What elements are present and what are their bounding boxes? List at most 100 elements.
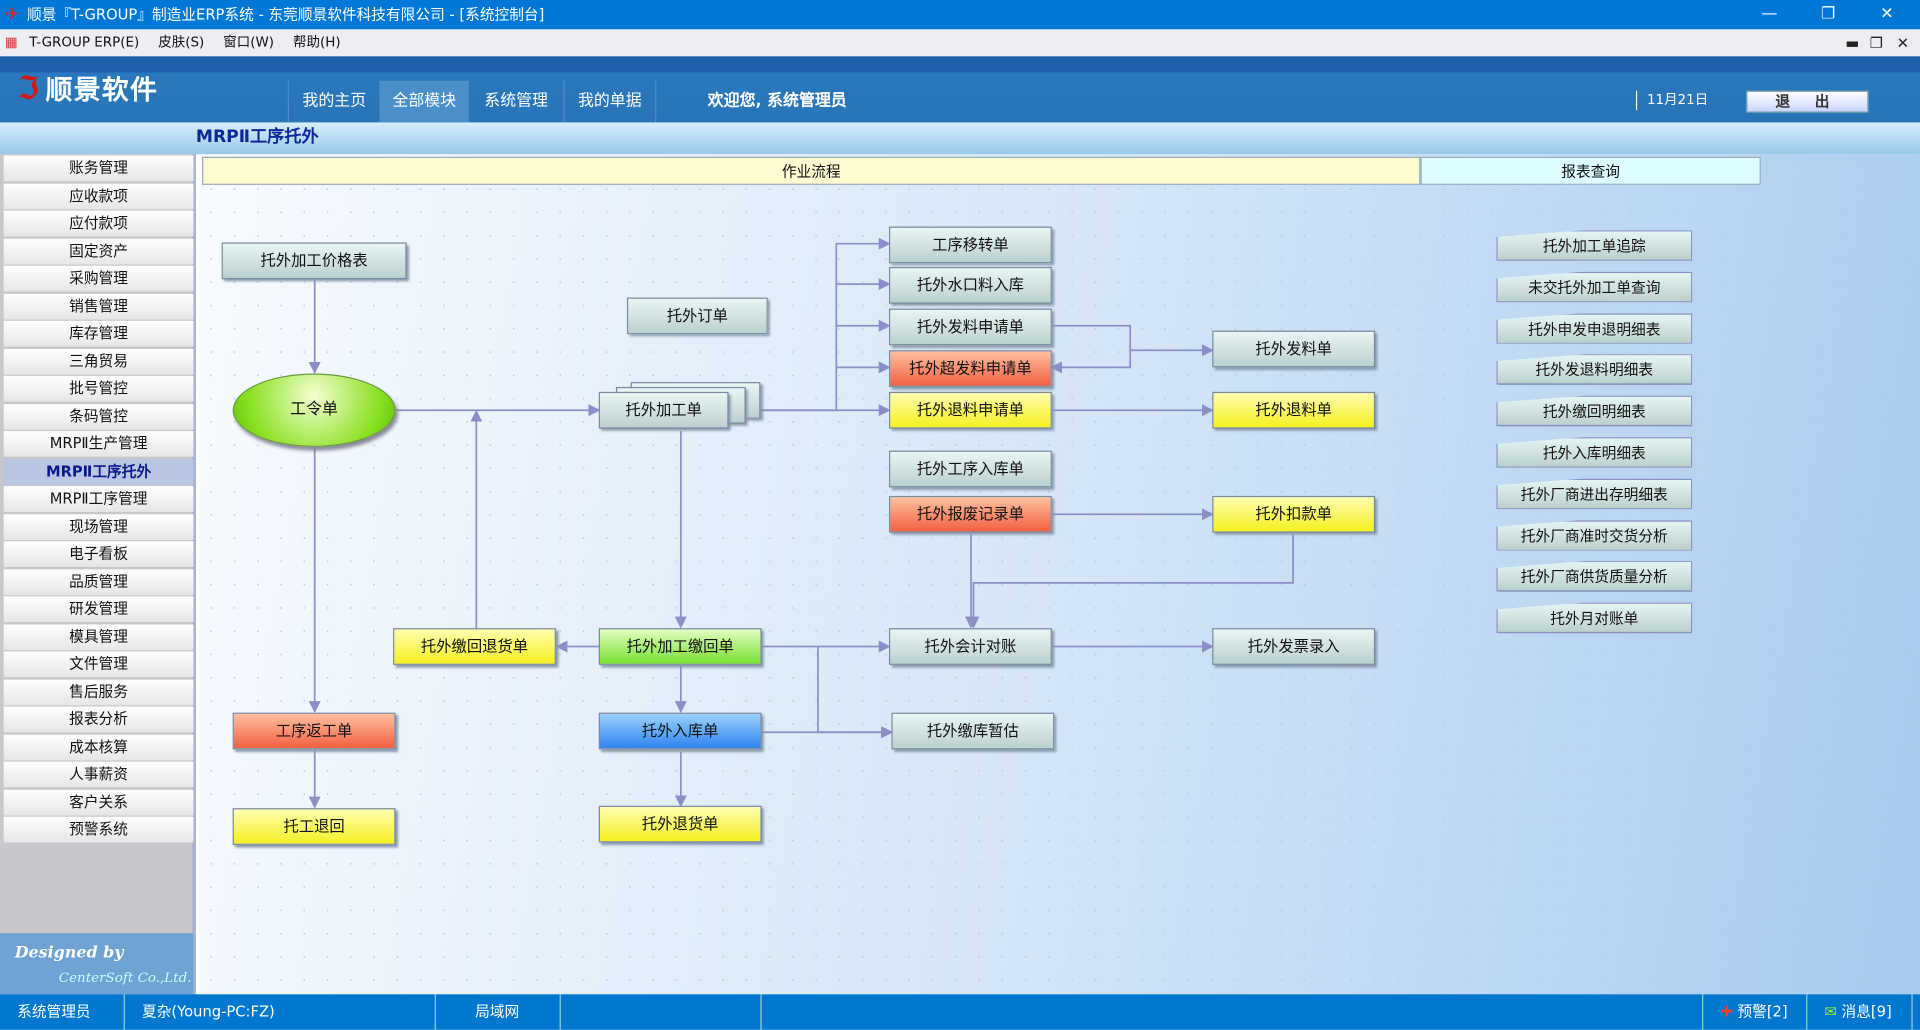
- mdi-restore-icon[interactable]: ❐: [1869, 34, 1883, 52]
- minimize-button[interactable]: —: [1761, 4, 1778, 24]
- sidebar-item[interactable]: 账务管理: [3, 155, 194, 182]
- app-logo-icon: ✈: [4, 4, 20, 25]
- node-back-return[interactable]: 托外缴回退货单: [393, 628, 556, 665]
- node-over-req[interactable]: 托外超发料申请单: [888, 350, 1052, 387]
- messages-button[interactable]: ✉ 消息[9]: [1807, 994, 1913, 1030]
- node-estimate[interactable]: 托外缴库暂估: [891, 712, 1055, 750]
- sidebar: 账务管理 应收款项 应付款项 固定资产 采购管理 销售管理 库存管理 三角贸易 批号管控 条码管控…: [0, 154, 196, 995]
- alerts-button[interactable]: ✚ 预警[2]: [1702, 994, 1808, 1030]
- menu-window[interactable]: 窗口(W): [223, 34, 275, 51]
- flow-canvas: 作业流程 报表查询 工令单 托外加工价格表托外订单托外加工单 工序移转单 托外水口料…: [199, 154, 1920, 995]
- node-price[interactable]: 托外加工价格表: [221, 242, 407, 280]
- tab-reports[interactable]: 报表查询: [1420, 156, 1761, 185]
- node-deduct[interactable]: 托外扣款单: [1212, 495, 1376, 533]
- node-scrap[interactable]: 托外报废记录单: [888, 495, 1052, 533]
- report-link[interactable]: 托外厂商进出存明细表: [1496, 478, 1693, 510]
- app-header: ℑ 顺景软件 我的主页 全部模块 系统管理 我的单据 欢迎您, 系统管理员 11月…: [0, 56, 1920, 123]
- menu-terp[interactable]: T-GROUP ERP(E): [29, 34, 140, 51]
- node-rework[interactable]: 工序返工单: [232, 712, 396, 750]
- maximize-button[interactable]: ❐: [1821, 4, 1836, 24]
- date-text: 11月21日: [1635, 90, 1708, 111]
- node-stockin[interactable]: 托外入库单: [598, 712, 762, 750]
- node-transfer[interactable]: 工序移转单: [888, 226, 1052, 264]
- node-nozzle[interactable]: 托外水口料入库: [888, 266, 1052, 304]
- mdi-minimize-icon[interactable]: ▬: [1845, 34, 1860, 52]
- node-reconcile[interactable]: 托外会计对账: [888, 628, 1052, 665]
- node-order[interactable]: 托外订单: [626, 297, 768, 335]
- sidebar-item[interactable]: 模具管理: [3, 623, 194, 650]
- report-link[interactable]: 托外入库明细表: [1496, 437, 1693, 468]
- tab-flow[interactable]: 作业流程: [202, 156, 1421, 185]
- logout-button[interactable]: 退 出: [1746, 90, 1869, 113]
- node-issue[interactable]: 托外发料单: [1212, 330, 1376, 368]
- node-issue-req[interactable]: 托外发料申请单: [888, 308, 1052, 346]
- nav-system[interactable]: 系统管理: [467, 80, 564, 123]
- sidebar-item[interactable]: 三角贸易: [3, 348, 194, 375]
- brand-mark-icon: ℑ: [17, 71, 41, 108]
- report-link[interactable]: 托外发退料明细表: [1496, 354, 1693, 385]
- flow-arrow: [1050, 324, 1132, 374]
- sidebar-item[interactable]: 电子看板: [3, 541, 194, 567]
- sidebar-item[interactable]: 库存管理: [3, 320, 194, 347]
- report-link[interactable]: 托外缴回明细表: [1496, 395, 1693, 427]
- sidebar-item[interactable]: 成本核算: [3, 734, 194, 760]
- sidebar-item[interactable]: 售后服务: [3, 678, 194, 705]
- nav-my-docs[interactable]: 我的单据: [563, 80, 657, 123]
- report-link[interactable]: 托外厂商准时交货分析: [1496, 519, 1693, 551]
- report-link[interactable]: 托外加工单追踪: [1496, 230, 1693, 261]
- company-label: CenterSoft Co.,Ltd.: [58, 969, 192, 986]
- sidebar-item[interactable]: 批号管控: [3, 375, 194, 402]
- report-link[interactable]: 托外月对账单: [1496, 602, 1693, 634]
- node-return[interactable]: 托外退料单: [1212, 391, 1376, 429]
- status-network: 局域网: [436, 994, 561, 1030]
- flow-arrow: [967, 533, 1294, 629]
- flow-arrow: [817, 646, 894, 739]
- report-link[interactable]: 托外申发申退明细表: [1496, 312, 1693, 344]
- node-goods-return[interactable]: 托外退货单: [598, 805, 762, 843]
- sidebar-item[interactable]: 固定资产: [3, 238, 194, 264]
- sidebar-item[interactable]: 预警系统: [3, 816, 194, 843]
- mdi-close-icon[interactable]: ✕: [1896, 34, 1910, 52]
- close-button[interactable]: ✕: [1880, 4, 1894, 24]
- sidebar-item[interactable]: 现场管理: [3, 513, 194, 540]
- app-icon: ▦: [4, 34, 18, 51]
- sidebar-item[interactable]: 客户关系: [3, 789, 194, 815]
- sidebar-item[interactable]: 应付款项: [3, 210, 194, 237]
- flow-arrow: [761, 237, 891, 412]
- designed-by: Designed by CenterSoft Co.,Ltd.: [0, 933, 194, 995]
- sidebar-item[interactable]: 品质管理: [3, 568, 194, 595]
- report-link[interactable]: 托外厂商供货质量分析: [1496, 561, 1693, 592]
- sidebar-item[interactable]: MRPⅡ生产管理: [3, 431, 194, 457]
- report-link[interactable]: 未交托外加工单查询: [1496, 271, 1693, 303]
- first-aid-icon: ✚: [1720, 1002, 1733, 1021]
- status-empty: [561, 994, 762, 1030]
- node-process[interactable]: 托外加工单: [598, 391, 729, 429]
- sidebar-item[interactable]: 人事薪资: [3, 761, 194, 788]
- sidebar-item[interactable]: 报表分析: [3, 706, 194, 733]
- menu-skin[interactable]: 皮肤(S): [158, 34, 205, 51]
- menu-help[interactable]: 帮助(H): [293, 34, 341, 51]
- title-bar: ✈ 顺景『T-GROUP』制造业ERP系统 - 东莞顺景软件科技有限公司 - […: [0, 0, 1920, 30]
- designed-by-label: Designed by: [14, 944, 124, 963]
- node-invoice[interactable]: 托外发票录入: [1212, 628, 1376, 665]
- sidebar-item[interactable]: 应收款项: [3, 183, 194, 209]
- nav-home[interactable]: 我的主页: [287, 80, 380, 123]
- sidebar-item[interactable]: MRPⅡ工序托外: [3, 458, 194, 485]
- sidebar-item[interactable]: 销售管理: [3, 293, 194, 319]
- breadcrumb: MRPⅡ工序托外: [0, 122, 1920, 155]
- node-work-order[interactable]: 工令单: [232, 373, 396, 447]
- nav-all-modules[interactable]: 全部模块: [379, 80, 468, 123]
- welcome-text: 欢迎您, 系统管理员: [707, 91, 847, 111]
- node-wreturn[interactable]: 托工退回: [232, 808, 396, 845]
- sidebar-item[interactable]: 研发管理: [3, 596, 194, 623]
- menu-bar: ▦ T-GROUP ERP(E) 皮肤(S) 窗口(W) 帮助(H) ▬ ❐ ✕: [0, 29, 1920, 57]
- node-proc-in[interactable]: 托外工序入库单: [888, 450, 1052, 488]
- status-user: 系统管理员: [0, 994, 125, 1030]
- sidebar-item[interactable]: 采购管理: [3, 265, 194, 292]
- sidebar-item[interactable]: 文件管理: [3, 651, 194, 678]
- sidebar-item[interactable]: 条码管控: [3, 403, 194, 430]
- node-return-req[interactable]: 托外退料申请单: [888, 391, 1052, 429]
- sidebar-item[interactable]: MRPⅡ工序管理: [3, 486, 194, 512]
- node-back[interactable]: 托外加工缴回单: [598, 628, 762, 665]
- brand-name: 顺景软件: [45, 75, 159, 107]
